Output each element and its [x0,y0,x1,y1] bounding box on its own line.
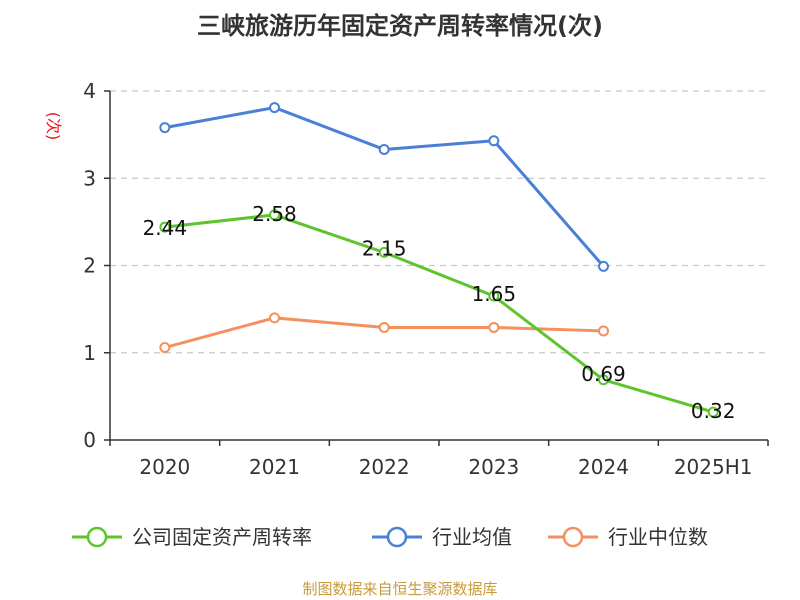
data-point[interactable] [269,312,280,324]
series [159,102,719,418]
series-line [164,213,714,414]
legend-label-industry-median: 行业中位数 [608,525,708,549]
data-point[interactable] [707,406,719,418]
series-industry-median [159,312,609,354]
y-tick-label: 1 [83,341,96,365]
x-tick-label: 2020 [139,455,190,479]
source-note: 制图数据来自恒生聚源数据库 [302,580,497,598]
series-company [159,209,719,418]
legend-item-industry-avg[interactable]: 行业均值 [372,525,512,549]
data-point[interactable] [488,290,500,302]
legend-item-company[interactable]: 公司固定资产周转率 [72,525,312,549]
legend-label-company: 公司固定资产周转率 [132,525,312,549]
tick-labels: 0 1 2 3 4 2020 2021 2022 2023 2024 2025H1 [83,79,752,479]
data-label: 2.58 [252,202,297,226]
data-point[interactable] [159,221,171,233]
y-axis-label: (次) [44,112,63,141]
data-point[interactable] [269,209,280,221]
chart-title: 三峡旅游历年固定资产周转率情况(次) [197,12,603,40]
data-point[interactable] [269,102,280,114]
data-point[interactable] [598,325,609,337]
y-tick-label: 4 [83,79,96,103]
x-tick-label: 2022 [359,455,410,479]
x-tick-label: 2024 [578,455,629,479]
legend: 公司固定资产周转率 行业均值 行业中位数 [72,525,708,549]
data-point[interactable] [378,321,390,333]
legend-marker-industry-avg [386,526,408,548]
axes [104,90,769,446]
data-labels: 2.44 2.58 2.15 1.65 0.69 0.32 [143,202,736,423]
data-point[interactable] [598,374,609,386]
data-point[interactable] [159,342,171,354]
data-label: 1.65 [472,282,517,306]
legend-item-industry-median[interactable]: 行业中位数 [548,525,708,549]
data-label: 2.15 [362,236,407,260]
legend-marker-company [86,526,108,548]
data-label: 2.44 [143,216,188,240]
legend-marker-industry-median [562,526,584,548]
data-point[interactable] [378,143,390,155]
x-tick-label: 2023 [468,455,519,479]
y-tick-label: 3 [83,166,96,190]
x-tick-label: 2025H1 [674,455,753,479]
y-tick-label: 2 [83,254,96,278]
x-tick-label: 2021 [249,455,300,479]
data-point[interactable] [488,135,500,147]
data-label: 0.32 [691,399,736,423]
series-industry-avg [159,102,609,272]
data-point[interactable] [598,260,609,272]
data-label: 0.69 [581,362,626,386]
data-point[interactable] [488,321,500,333]
data-point[interactable] [378,246,390,258]
legend-label-industry-avg: 行业均值 [432,525,512,549]
data-point[interactable] [159,122,171,134]
y-tick-label: 0 [83,428,96,452]
